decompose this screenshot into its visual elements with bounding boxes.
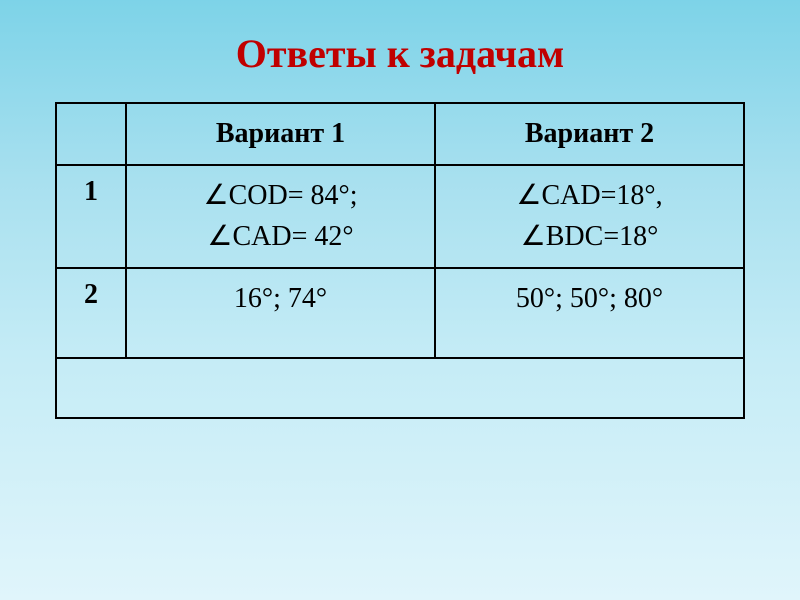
row-number: 1 bbox=[56, 165, 126, 268]
header-variant-2: Вариант 2 bbox=[435, 103, 744, 165]
answers-table: Вариант 1 Вариант 2 1 ∠COD= 84°; ∠CAD= 4… bbox=[55, 102, 745, 419]
cell-line: ∠CAD=18°, bbox=[448, 176, 731, 217]
cell-line: ∠BDC=18° bbox=[448, 217, 731, 258]
cell-line: 50°; 50°; 80° bbox=[448, 279, 731, 320]
header-variant-1: Вариант 1 bbox=[126, 103, 435, 165]
empty-cell bbox=[56, 358, 744, 418]
table-header-row: Вариант 1 Вариант 2 bbox=[56, 103, 744, 165]
table-row: 2 16°; 74° 50°; 50°; 80° bbox=[56, 268, 744, 358]
row-number: 2 bbox=[56, 268, 126, 358]
cell-r2-v1: 16°; 74° bbox=[126, 268, 435, 358]
cell-line: 16°; 74° bbox=[139, 279, 422, 320]
table-row-empty bbox=[56, 358, 744, 418]
cell-r1-v2: ∠CAD=18°, ∠BDC=18° bbox=[435, 165, 744, 268]
cell-r1-v1: ∠COD= 84°; ∠CAD= 42° bbox=[126, 165, 435, 268]
table-row: 1 ∠COD= 84°; ∠CAD= 42° ∠CAD=18°, ∠BDC=18… bbox=[56, 165, 744, 268]
cell-r2-v2: 50°; 50°; 80° bbox=[435, 268, 744, 358]
cell-line: ∠CAD= 42° bbox=[139, 217, 422, 258]
cell-line: ∠COD= 84°; bbox=[139, 176, 422, 217]
slide-title: Ответы к задачам bbox=[55, 30, 745, 77]
header-empty bbox=[56, 103, 126, 165]
